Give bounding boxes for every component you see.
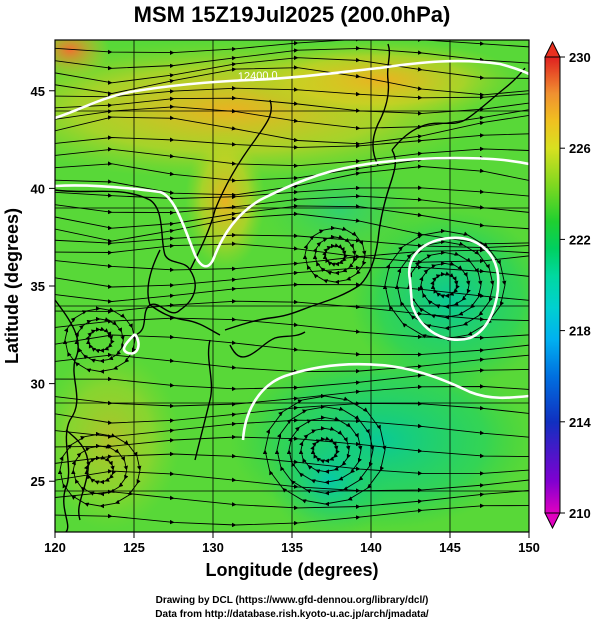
y-tick-label: 45 — [31, 84, 45, 99]
x-axis-ticks: 120 125 130 135 140 145 150 — [44, 532, 540, 555]
y-axis-label: Latitude (degrees) — [2, 208, 22, 364]
colorbar: 210 214 218 222 226 230 — [544, 40, 591, 530]
warm-region — [185, 130, 265, 270]
credit-dcl: Drawing by DCL (https://www.gfd-dennou.o… — [156, 595, 429, 606]
x-tick-label: 125 — [123, 540, 145, 555]
x-tick-label: 150 — [518, 540, 540, 555]
colorbar-tick-label: 222 — [569, 232, 591, 247]
wind-streamlines — [55, 40, 529, 528]
contour-label: 12400.0 — [238, 70, 278, 83]
map-plot-area: 12400.0 — [55, 40, 529, 532]
streamline — [302, 225, 367, 285]
chart-title: MSM 15Z19Jul2025 (200.0hPa) — [134, 2, 451, 27]
x-axis-label: Longitude (degrees) — [205, 560, 378, 580]
y-tick-label: 40 — [31, 181, 45, 196]
cool-region — [260, 160, 420, 260]
streamline — [62, 306, 137, 374]
lat-lon-grid — [55, 40, 529, 532]
streamline — [57, 431, 142, 509]
colorbar-lower-triangle — [544, 512, 561, 530]
credit-data-source: Data from http://database.rish.kyoto-u.a… — [155, 609, 429, 620]
height-contours — [55, 59, 529, 441]
x-tick-label: 135 — [281, 540, 303, 555]
colorbar-tick-label: 230 — [569, 50, 591, 65]
warm-spot — [55, 40, 110, 78]
warm-region — [55, 350, 180, 530]
colorbar-tick-label: 218 — [569, 324, 591, 339]
y-tick-label: 30 — [31, 377, 45, 392]
colorbar-tick-label: 214 — [569, 415, 591, 430]
colorbar-ticks: 210 214 218 222 226 230 — [560, 50, 591, 521]
y-tick-label: 25 — [31, 474, 45, 489]
colorbar-tick-label: 210 — [569, 506, 591, 521]
y-axis-ticks: 25 30 35 40 45 — [31, 84, 55, 489]
colorbar-scale — [544, 56, 561, 514]
streamline — [382, 228, 507, 342]
x-tick-label: 130 — [202, 540, 224, 555]
coastlines — [55, 43, 526, 532]
streamline — [55, 503, 529, 528]
y-tick-label: 35 — [31, 279, 45, 294]
colorbar-upper-triangle — [544, 40, 561, 58]
colorbar-tick-label: 226 — [569, 141, 591, 156]
x-tick-label: 145 — [439, 540, 461, 555]
cool-region — [270, 420, 390, 532]
streamline — [262, 393, 387, 507]
x-tick-label: 120 — [44, 540, 66, 555]
x-tick-label: 140 — [360, 540, 382, 555]
